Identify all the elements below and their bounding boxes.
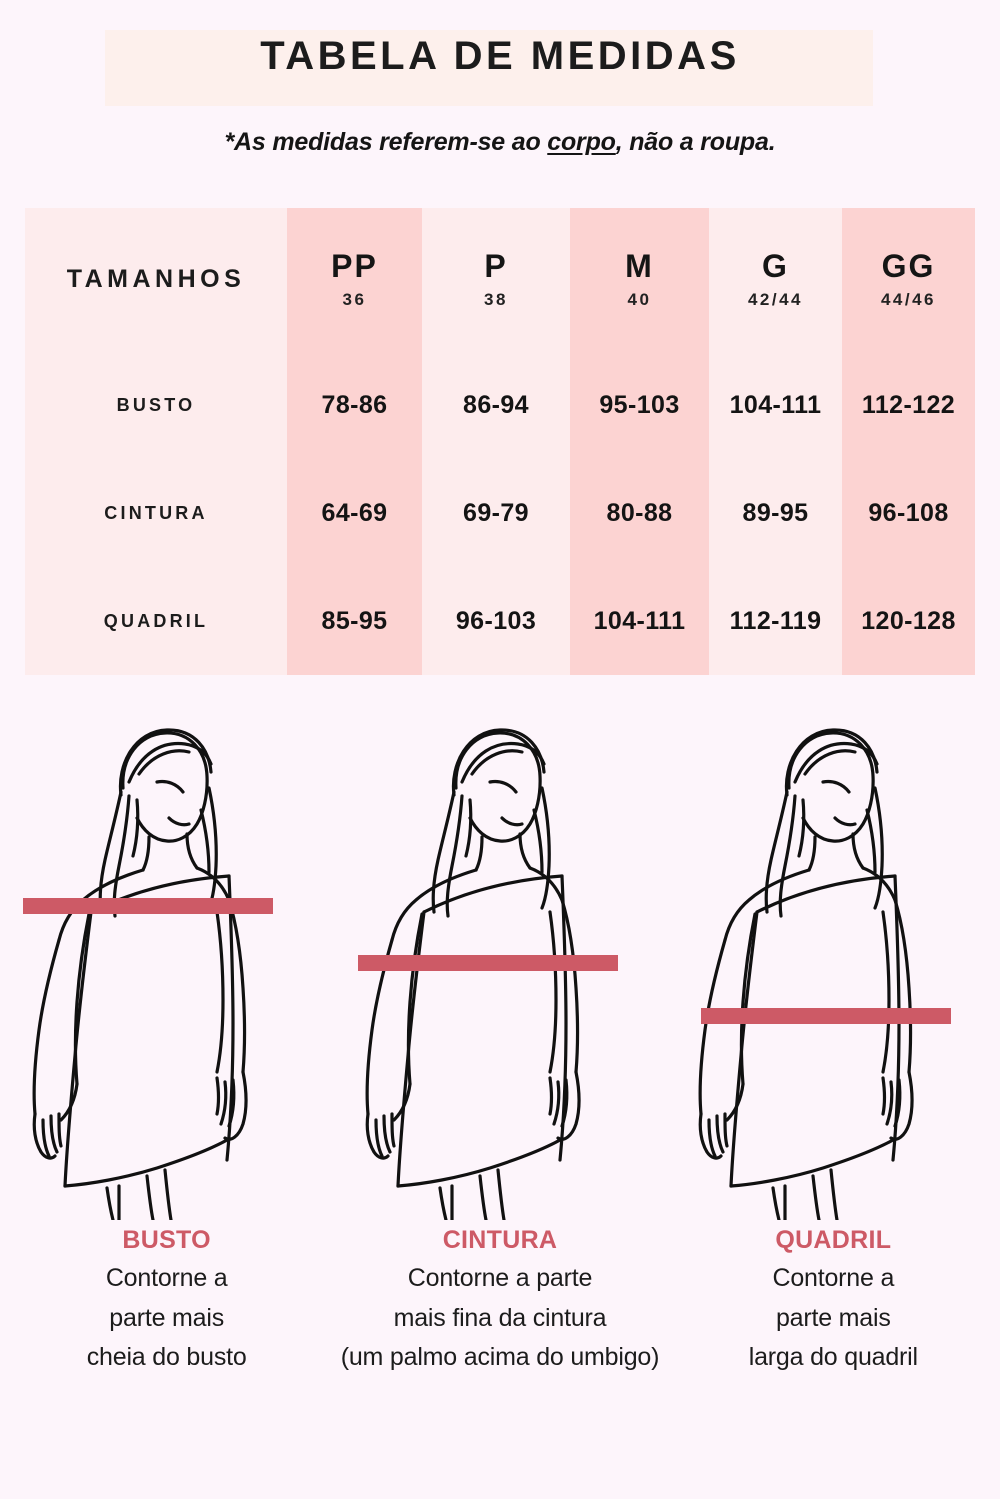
hip-measure-line <box>701 1008 952 1024</box>
caption-line: Contorne a parte <box>407 1264 593 1292</box>
bust-measure-line <box>22 898 273 914</box>
row-label: CINTURA <box>104 502 208 523</box>
size-number-pp: 36 <box>342 290 367 310</box>
cell-quadril-p: 96-103 <box>422 567 570 675</box>
caption-busto: BUSTO Contorne a parte mais cheia do bus… <box>0 1226 333 1378</box>
cell-value: 104-111 <box>729 390 822 419</box>
cell-quadril-gg: 120-128 <box>842 567 975 675</box>
cell-value: 80-88 <box>606 498 673 527</box>
size-number-m: 40 <box>627 290 652 310</box>
caption-line: (um palmo acima do umbigo) <box>340 1343 660 1371</box>
header-cell-m: M 40 <box>570 208 709 351</box>
header-cell-gg: GG 44/46 <box>842 208 975 351</box>
header-cell-g: G 42/44 <box>709 208 842 351</box>
caption-line: parte mais <box>109 1303 225 1332</box>
size-label-g: G <box>762 247 789 284</box>
note-prefix: *As medidas referem-se ao <box>224 128 548 156</box>
figure-cintura <box>333 700 666 1240</box>
cell-value: 85-95 <box>321 606 388 635</box>
caption-title: QUADRIL <box>775 1226 892 1254</box>
cell-value: 96-108 <box>868 498 949 527</box>
size-number-gg: 44/46 <box>880 290 937 310</box>
caption-line: larga do quadril <box>748 1343 918 1371</box>
cell-value: 112-122 <box>861 390 956 419</box>
cell-busto-g: 104-111 <box>709 351 842 459</box>
cell-busto-p: 86-94 <box>422 351 570 459</box>
cell-cintura-p: 69-79 <box>422 459 570 567</box>
cell-value: 64-69 <box>321 498 388 527</box>
cell-cintura-m: 80-88 <box>570 459 709 567</box>
woman-silhouette-quadril-icon <box>698 728 952 1220</box>
size-table: TAMANHOS PP 36 P 38 M 40 G 42/44 <box>25 208 975 675</box>
cell-quadril-g: 112-119 <box>709 567 842 675</box>
cell-value: 86-94 <box>463 390 529 419</box>
header-cell-pp: PP 36 <box>287 208 422 351</box>
size-label-m: M <box>625 247 654 284</box>
measurement-note: *As medidas referem-se ao corpo, não a r… <box>0 128 1000 157</box>
caption-line: mais fina da cintura <box>393 1303 607 1332</box>
table-row: CINTURA 64-69 69-79 80-88 89-95 96-108 <box>25 459 975 567</box>
cell-value: 96-103 <box>455 606 537 635</box>
cell-cintura-gg: 96-108 <box>842 459 975 567</box>
caption-cintura: CINTURA Contorne a parte mais fina da ci… <box>333 1226 666 1378</box>
waist-measure-line <box>357 955 618 971</box>
size-number-g: 42/44 <box>747 290 804 310</box>
row-header-busto: BUSTO <box>25 351 287 459</box>
cell-quadril-m: 104-111 <box>570 567 709 675</box>
cell-value: 69-79 <box>463 498 529 527</box>
cell-value: 112-119 <box>729 606 822 635</box>
figure-illustrations <box>0 700 1000 1240</box>
row-label: BUSTO <box>116 394 196 415</box>
page-title: TABELA DE MEDIDAS <box>260 34 740 78</box>
row-label: QUADRIL <box>103 610 209 631</box>
cell-value: 104-111 <box>593 606 686 635</box>
note-emphasis: corpo <box>547 128 616 156</box>
size-label-p: P <box>484 247 508 284</box>
size-label-gg: GG <box>881 247 936 284</box>
table-row: QUADRIL 85-95 96-103 104-111 112-119 120… <box>25 567 975 675</box>
cell-value: 120-128 <box>861 606 956 635</box>
caption-quadril: QUADRIL Contorne a parte mais larga do q… <box>667 1226 1000 1378</box>
table-row: BUSTO 78-86 86-94 95-103 104-111 112-122 <box>25 351 975 459</box>
tamanhos-label: TAMANHOS <box>66 265 246 293</box>
caption-title: CINTURA <box>442 1226 558 1254</box>
caption-line: Contorne a <box>105 1264 228 1292</box>
size-number-p: 38 <box>484 290 508 310</box>
size-table-container: TAMANHOS PP 36 P 38 M 40 G 42/44 <box>25 208 975 675</box>
size-label-pp: PP <box>331 247 378 284</box>
cell-busto-m: 95-103 <box>570 351 709 459</box>
woman-silhouette-cintura-icon <box>357 728 618 1220</box>
cell-value: 78-86 <box>321 390 388 419</box>
caption-line: Contorne a <box>772 1264 895 1292</box>
header-cell-p: P 38 <box>422 208 570 351</box>
row-header-cintura: CINTURA <box>25 459 287 567</box>
figure-quadril <box>667 700 1000 1240</box>
table-header-row: TAMANHOS PP 36 P 38 M 40 G 42/44 <box>25 208 975 351</box>
table-corner-cell: TAMANHOS <box>25 208 287 351</box>
cell-value: 95-103 <box>599 390 680 419</box>
cell-busto-gg: 112-122 <box>842 351 975 459</box>
cell-busto-pp: 78-86 <box>287 351 422 459</box>
cell-cintura-g: 89-95 <box>709 459 842 567</box>
cell-quadril-pp: 85-95 <box>287 567 422 675</box>
title-banner <box>105 30 873 106</box>
figure-busto <box>0 700 333 1240</box>
caption-title: BUSTO <box>122 1226 211 1254</box>
caption-line: parte mais <box>775 1303 891 1332</box>
cell-value: 89-95 <box>742 498 809 527</box>
caption-line: cheia do busto <box>86 1343 247 1371</box>
note-suffix: , não a roupa. <box>615 128 776 156</box>
woman-silhouette-busto-icon <box>22 728 273 1220</box>
row-header-quadril: QUADRIL <box>25 567 287 675</box>
cell-cintura-pp: 64-69 <box>287 459 422 567</box>
measurement-instructions: BUSTO Contorne a parte mais cheia do bus… <box>0 1226 1000 1378</box>
